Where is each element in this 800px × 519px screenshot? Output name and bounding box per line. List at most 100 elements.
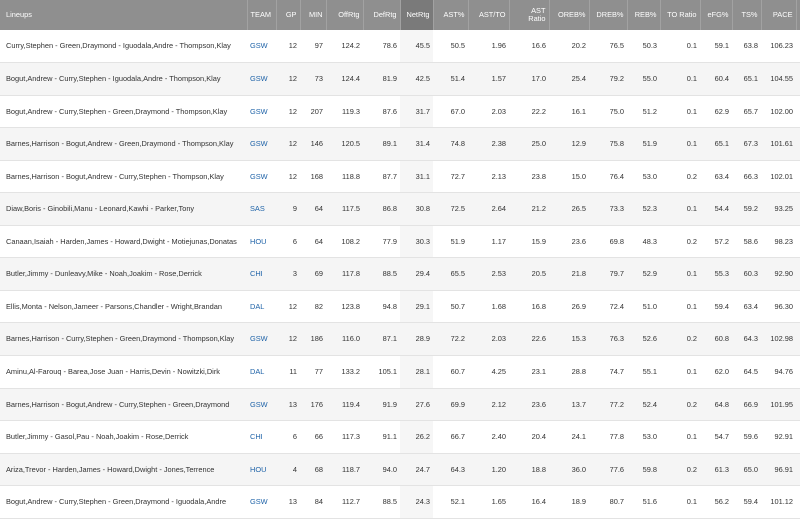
column-header-dreb-pct[interactable]: DREB% <box>589 0 628 30</box>
cell-pie: 69.7 <box>796 257 800 291</box>
column-header-oreb-pct[interactable]: OREB% <box>549 0 590 30</box>
team-link[interactable]: GSW <box>250 106 268 116</box>
column-header-ast-to[interactable]: AST/TO <box>468 0 510 30</box>
cell-oreb-pct: 15.3 <box>549 322 589 356</box>
cell-min: 69 <box>300 257 326 291</box>
column-header-ast-pct[interactable]: AST% <box>433 0 469 30</box>
cell-min: 207 <box>300 95 326 129</box>
column-header-gp[interactable]: GP <box>276 0 301 30</box>
cell-ast-to: 1.96 <box>468 30 509 64</box>
column-header-to-ratio[interactable]: TO Ratio <box>660 0 701 30</box>
cell-ast-to: 1.68 <box>468 290 509 324</box>
cell-to-ratio: 0.1 <box>660 95 700 129</box>
cell-oreb-pct: 26.9 <box>549 290 589 324</box>
team-link[interactable]: GSW <box>250 497 268 507</box>
table-row: Butler,Jimmy - Gasol,Pau - Noah,Joakim -… <box>0 420 800 454</box>
team-link[interactable]: HOU <box>250 236 267 246</box>
column-header-reb-pct[interactable]: REB% <box>627 0 661 30</box>
cell-defrtg: 87.7 <box>363 160 400 194</box>
cell-netrtg: 28.9 <box>400 322 433 356</box>
column-header-offrtg[interactable]: OffRtg <box>326 0 364 30</box>
cell-efg-pct: 59.4 <box>700 290 732 324</box>
cell-netrtg: 26.2 <box>400 420 433 454</box>
column-header-pace[interactable]: PACE <box>761 0 797 30</box>
cell-ts-pct: 59.2 <box>732 192 761 226</box>
team-link[interactable]: CHI <box>250 432 263 442</box>
column-header-team[interactable]: TEAM <box>247 0 277 30</box>
team-link[interactable]: GSW <box>250 41 268 51</box>
cell-offrtg: 112.7 <box>326 485 363 519</box>
cell-ts-pct: 58.6 <box>732 225 761 259</box>
cell-ts-pct: 66.3 <box>732 160 761 194</box>
cell-reb-pct: 55.0 <box>627 62 660 96</box>
cell-reb-pct: 53.0 <box>627 420 660 454</box>
cell-netrtg: 30.8 <box>400 192 433 226</box>
cell-reb-pct: 51.2 <box>627 95 660 129</box>
team-link[interactable]: DAL <box>250 301 265 311</box>
cell-oreb-pct: 28.8 <box>549 355 589 389</box>
cell-pie: 72.5 <box>796 62 800 96</box>
table-row: Bogut,Andrew - Curry,Stephen - Iguodala,… <box>0 62 800 96</box>
cell-oreb-pct: 12.9 <box>549 127 589 161</box>
cell-pace: 101.95 <box>761 388 796 422</box>
cell-ast-ratio: 16.6 <box>509 30 549 64</box>
column-header-defrtg[interactable]: DefRtg <box>363 0 401 30</box>
cell-netrtg: 31.1 <box>400 160 433 194</box>
team-cell: CHI <box>247 257 276 291</box>
lineup-cell: Butler,Jimmy - Dunleavy,Mike - Noah,Joak… <box>0 257 247 291</box>
cell-defrtg: 105.1 <box>363 355 400 389</box>
cell-pace: 98.23 <box>761 225 796 259</box>
cell-gp: 6 <box>276 420 300 454</box>
cell-ast-pct: 52.1 <box>433 485 468 519</box>
cell-ts-pct: 60.3 <box>732 257 761 291</box>
cell-efg-pct: 54.4 <box>700 192 732 226</box>
column-header-efg-pct[interactable]: eFG% <box>700 0 733 30</box>
cell-efg-pct: 57.2 <box>700 225 732 259</box>
team-link[interactable]: GSW <box>250 74 268 84</box>
column-header-netrtg[interactable]: NetRtg <box>400 0 434 30</box>
column-header-ast-ratio[interactable]: AST Ratio <box>509 0 550 30</box>
cell-ast-to: 2.13 <box>468 160 509 194</box>
lineup-cell: Curry,Stephen - Green,Draymond - Iguodal… <box>0 30 247 64</box>
cell-to-ratio: 0.2 <box>660 160 700 194</box>
cell-gp: 9 <box>276 192 300 226</box>
cell-dreb-pct: 79.7 <box>589 257 627 291</box>
team-link[interactable]: GSW <box>250 139 268 149</box>
team-link[interactable]: SAS <box>250 204 265 214</box>
cell-min: 186 <box>300 322 326 356</box>
cell-pie: 77.9 <box>796 30 800 64</box>
cell-pie: 65.0 <box>796 485 800 519</box>
cell-ast-pct: 72.7 <box>433 160 468 194</box>
cell-gp: 6 <box>276 225 300 259</box>
cell-offrtg: 119.3 <box>326 95 363 129</box>
cell-pace: 93.25 <box>761 192 796 226</box>
cell-oreb-pct: 26.5 <box>549 192 589 226</box>
team-link[interactable]: GSW <box>250 399 268 409</box>
cell-ast-to: 2.64 <box>468 192 509 226</box>
team-link[interactable]: GSW <box>250 171 268 181</box>
cell-dreb-pct: 79.2 <box>589 62 627 96</box>
cell-efg-pct: 62.0 <box>700 355 732 389</box>
column-header-lineup[interactable]: Lineups <box>0 0 248 30</box>
team-link[interactable]: GSW <box>250 334 268 344</box>
cell-reb-pct: 51.9 <box>627 127 660 161</box>
column-header-min[interactable]: MIN <box>300 0 327 30</box>
cell-pace: 94.76 <box>761 355 796 389</box>
team-cell: GSW <box>247 322 276 356</box>
cell-min: 82 <box>300 290 326 324</box>
cell-dreb-pct: 80.7 <box>589 485 627 519</box>
team-link[interactable]: DAL <box>250 366 265 376</box>
cell-dreb-pct: 69.8 <box>589 225 627 259</box>
team-link[interactable]: CHI <box>250 269 263 279</box>
cell-defrtg: 88.5 <box>363 257 400 291</box>
cell-netrtg: 31.4 <box>400 127 433 161</box>
cell-ast-pct: 51.4 <box>433 62 468 96</box>
team-link[interactable]: HOU <box>250 464 267 474</box>
column-header-pie[interactable]: PIE <box>796 0 800 30</box>
cell-dreb-pct: 76.4 <box>589 160 627 194</box>
column-header-ts-pct[interactable]: TS% <box>732 0 762 30</box>
cell-to-ratio: 0.2 <box>660 225 700 259</box>
cell-ast-pct: 74.8 <box>433 127 468 161</box>
cell-efg-pct: 65.1 <box>700 127 732 161</box>
cell-defrtg: 87.1 <box>363 322 400 356</box>
